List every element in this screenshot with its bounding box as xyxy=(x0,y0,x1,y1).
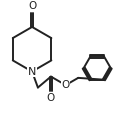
Text: O: O xyxy=(47,93,55,103)
Text: O: O xyxy=(28,1,36,11)
Text: N: N xyxy=(28,66,36,76)
Text: O: O xyxy=(62,80,70,90)
